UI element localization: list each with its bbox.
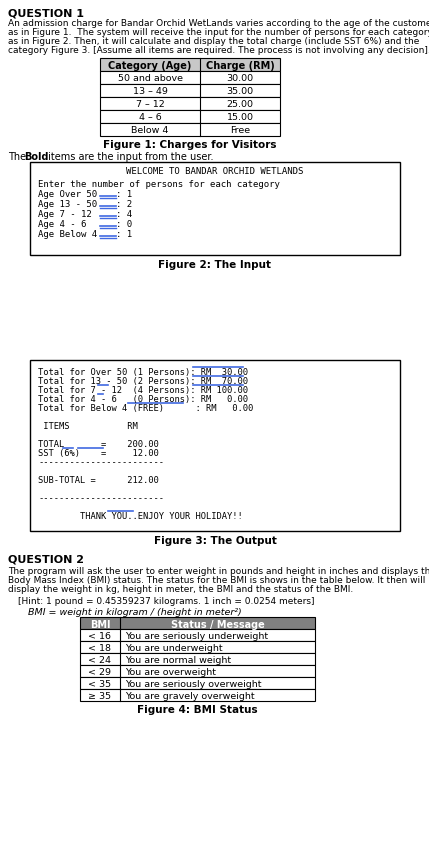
Text: Total for 4 - 6   (0 Persons): RM   0.00: Total for 4 - 6 (0 Persons): RM 0.00 xyxy=(38,395,248,404)
Text: Category (Age): Category (Age) xyxy=(108,61,192,71)
Text: You are underweight: You are underweight xyxy=(125,644,223,653)
Text: Total for 7 - 12  (4 Persons): RM 100.00: Total for 7 - 12 (4 Persons): RM 100.00 xyxy=(38,386,248,395)
Text: category Figure 3. [Assume all items are required. The process is not involving : category Figure 3. [Assume all items are… xyxy=(8,46,429,55)
Text: display the weight in kg, height in meter, the BMI and the status of the BMI.: display the weight in kg, height in mete… xyxy=(8,585,353,594)
Text: Total for Over 50 (1 Persons): RM  30.00: Total for Over 50 (1 Persons): RM 30.00 xyxy=(38,368,248,377)
Text: 13 – 49: 13 – 49 xyxy=(133,87,167,96)
Text: as in Figure 2. Then, it will calculate and display the total charge (include SS: as in Figure 2. Then, it will calculate … xyxy=(8,37,420,46)
Text: items are the input from the user.: items are the input from the user. xyxy=(45,152,214,162)
Text: Figure 2: The Input: Figure 2: The Input xyxy=(158,260,272,270)
Text: You are overweight: You are overweight xyxy=(125,668,216,677)
Text: < 29: < 29 xyxy=(88,668,112,677)
Text: Below 4: Below 4 xyxy=(131,126,169,135)
Text: Age Below 4: Age Below 4 xyxy=(38,230,103,239)
Text: Body Mass Index (BMI) status. The status for the BMI is shows in the table below: Body Mass Index (BMI) status. The status… xyxy=(8,576,426,585)
Text: SUB-TOTAL =      212.00: SUB-TOTAL = 212.00 xyxy=(38,476,159,485)
Text: 25.00: 25.00 xyxy=(227,100,254,109)
Text: ≥ 35: ≥ 35 xyxy=(88,692,112,701)
Text: You are seriously underweight: You are seriously underweight xyxy=(125,632,268,641)
Text: < 16: < 16 xyxy=(88,632,112,641)
Text: ------------------------: ------------------------ xyxy=(38,458,164,467)
Bar xyxy=(30,162,400,255)
Text: : 1: : 1 xyxy=(116,190,133,199)
Text: Bold: Bold xyxy=(24,152,48,162)
Text: BMI = weight in kilogram / (height in meter²): BMI = weight in kilogram / (height in me… xyxy=(28,608,242,617)
Text: You are normal weight: You are normal weight xyxy=(125,656,231,665)
Text: < 18: < 18 xyxy=(88,644,112,653)
Text: 30.00: 30.00 xyxy=(227,74,254,83)
Text: ITEMS           RM: ITEMS RM xyxy=(38,422,138,431)
Text: You are gravely overweight: You are gravely overweight xyxy=(125,692,255,701)
Text: Total for 13 - 50 (2 Persons): RM  70.00: Total for 13 - 50 (2 Persons): RM 70.00 xyxy=(38,377,248,386)
Text: as in Figure 1.  The system will receive the input for the number of persons for: as in Figure 1. The system will receive … xyxy=(8,28,429,37)
Bar xyxy=(80,617,315,629)
Text: You are seriously overweight: You are seriously overweight xyxy=(125,680,262,689)
Text: Age Over 50: Age Over 50 xyxy=(38,190,103,199)
Bar xyxy=(80,677,315,689)
Text: Figure 1: Charges for Visitors: Figure 1: Charges for Visitors xyxy=(103,140,277,150)
Text: Age 13 - 50: Age 13 - 50 xyxy=(38,200,103,209)
Bar xyxy=(80,641,315,653)
Text: Enter the number of persons for each category: Enter the number of persons for each cat… xyxy=(38,180,280,189)
Text: [Hint: 1 pound = 0.45359237 kilograms. 1 inch = 0.0254 meters]: [Hint: 1 pound = 0.45359237 kilograms. 1… xyxy=(18,597,314,606)
Bar xyxy=(80,689,315,701)
Text: THANK YOU..ENJOY YOUR HOLIDAY!!: THANK YOU..ENJOY YOUR HOLIDAY!! xyxy=(38,512,243,521)
Text: WELCOME TO BANDAR ORCHID WETLANDS: WELCOME TO BANDAR ORCHID WETLANDS xyxy=(126,167,304,176)
Text: The program will ask the user to enter weight in pounds and height in inches and: The program will ask the user to enter w… xyxy=(8,567,429,576)
Text: 50 and above: 50 and above xyxy=(118,74,182,83)
Bar xyxy=(30,360,400,531)
Text: 35.00: 35.00 xyxy=(227,87,254,96)
Bar xyxy=(80,653,315,665)
Text: < 24: < 24 xyxy=(88,656,112,665)
Bar xyxy=(80,629,315,641)
Text: BMI: BMI xyxy=(90,620,110,630)
Text: SST (6%)    =     12.00: SST (6%) = 12.00 xyxy=(38,449,159,458)
Text: Free: Free xyxy=(230,126,250,135)
Bar xyxy=(100,97,280,110)
Bar xyxy=(100,58,280,71)
Bar xyxy=(100,110,280,123)
Text: : 1: : 1 xyxy=(116,230,133,239)
Text: : 2: : 2 xyxy=(116,200,133,209)
Text: Charge (RM): Charge (RM) xyxy=(205,61,275,71)
Text: Age 7 - 12: Age 7 - 12 xyxy=(38,210,103,219)
Text: Figure 3: The Output: Figure 3: The Output xyxy=(154,536,276,546)
Bar xyxy=(100,84,280,97)
Text: QUESTION 2: QUESTION 2 xyxy=(8,554,84,564)
Text: : 4: : 4 xyxy=(116,210,133,219)
Text: < 35: < 35 xyxy=(88,680,112,689)
Text: 4 – 6: 4 – 6 xyxy=(139,113,161,122)
Text: Figure 4: BMI Status: Figure 4: BMI Status xyxy=(137,705,258,715)
Text: : 0: : 0 xyxy=(116,220,133,229)
Bar xyxy=(100,123,280,136)
Text: Status / Message: Status / Message xyxy=(171,620,264,630)
Bar xyxy=(100,71,280,84)
Text: QUESTION 1: QUESTION 1 xyxy=(8,8,84,18)
Text: ------------------------: ------------------------ xyxy=(38,494,164,503)
Text: Age 4 - 6: Age 4 - 6 xyxy=(38,220,103,229)
Text: 15.00: 15.00 xyxy=(227,113,254,122)
Text: Total for Below 4 (FREE)      : RM   0.00: Total for Below 4 (FREE) : RM 0.00 xyxy=(38,404,253,413)
Text: 7 – 12: 7 – 12 xyxy=(136,100,164,109)
Text: An admission charge for Bandar Orchid WetLands varies according to the age of th: An admission charge for Bandar Orchid We… xyxy=(8,19,429,28)
Text: The: The xyxy=(8,152,29,162)
Text: TOTAL       =    200.00: TOTAL = 200.00 xyxy=(38,440,159,449)
Bar xyxy=(80,665,315,677)
